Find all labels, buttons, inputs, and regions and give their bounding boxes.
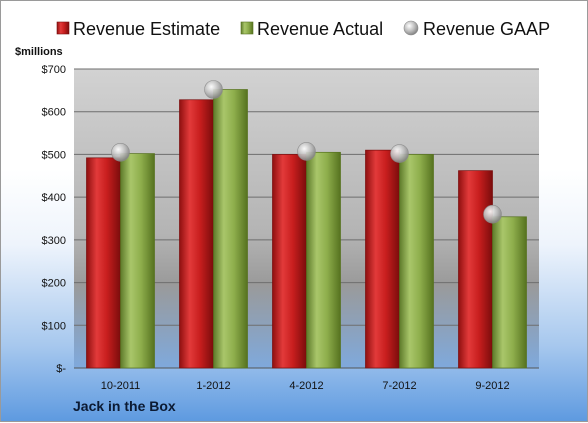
bar-revenue-actual <box>306 151 341 369</box>
bar-revenue-estimate <box>86 157 121 369</box>
y-tick-label: $- <box>56 363 66 375</box>
legend-label-gaap: Revenue GAAP <box>423 19 550 39</box>
bar-revenue-actual <box>399 154 434 369</box>
bar-revenue-estimate <box>365 149 400 369</box>
legend-swatch-gaap <box>403 20 419 36</box>
bar-revenue-estimate <box>179 99 214 369</box>
bar-revenue-actual <box>492 216 527 369</box>
x-tick-label: 7-2012 <box>382 380 416 392</box>
bars <box>86 89 527 369</box>
x-tick-label: 9-2012 <box>475 380 509 392</box>
legend-label-estimate: Revenue Estimate <box>73 19 220 39</box>
x-tick-label: 10-2011 <box>101 380 141 392</box>
company-name: Jack in the Box <box>73 398 176 414</box>
bar-revenue-actual <box>120 153 155 369</box>
marker-revenue-gaap <box>111 142 130 162</box>
x-axis-ticks: 10-2011 1-2012 4-2012 7-2012 9-2012 <box>101 380 510 392</box>
gaap-markers <box>111 80 502 224</box>
y-tick-label: $500 <box>42 149 66 161</box>
y-tick-label: $300 <box>42 235 66 247</box>
x-tick-label: 1-2012 <box>196 380 230 392</box>
legend: Revenue Estimate Revenue Actual Revenue … <box>56 19 550 39</box>
marker-revenue-gaap <box>204 80 223 99</box>
y-axis-ticks: $- $100 $200 $300 $400 $500 $600 $700 <box>42 64 67 375</box>
y-tick-label: $700 <box>42 64 66 76</box>
marker-revenue-gaap <box>390 144 409 163</box>
y-tick-label: $600 <box>42 107 66 119</box>
y-axis-unit-label: $millions <box>15 46 63 58</box>
bar-revenue-estimate <box>272 154 307 369</box>
x-tick-label: 4-2012 <box>289 380 323 392</box>
legend-swatch-actual <box>240 21 254 35</box>
marker-revenue-gaap <box>483 204 502 224</box>
y-tick-label: $100 <box>42 320 66 332</box>
bar-revenue-estimate <box>458 170 493 369</box>
y-tick-label: $200 <box>42 278 66 290</box>
marker-revenue-gaap <box>297 142 316 161</box>
y-tick-label: $400 <box>42 192 66 204</box>
legend-label-actual: Revenue Actual <box>257 19 383 39</box>
bar-revenue-actual <box>213 89 248 369</box>
legend-swatch-estimate <box>56 21 70 35</box>
